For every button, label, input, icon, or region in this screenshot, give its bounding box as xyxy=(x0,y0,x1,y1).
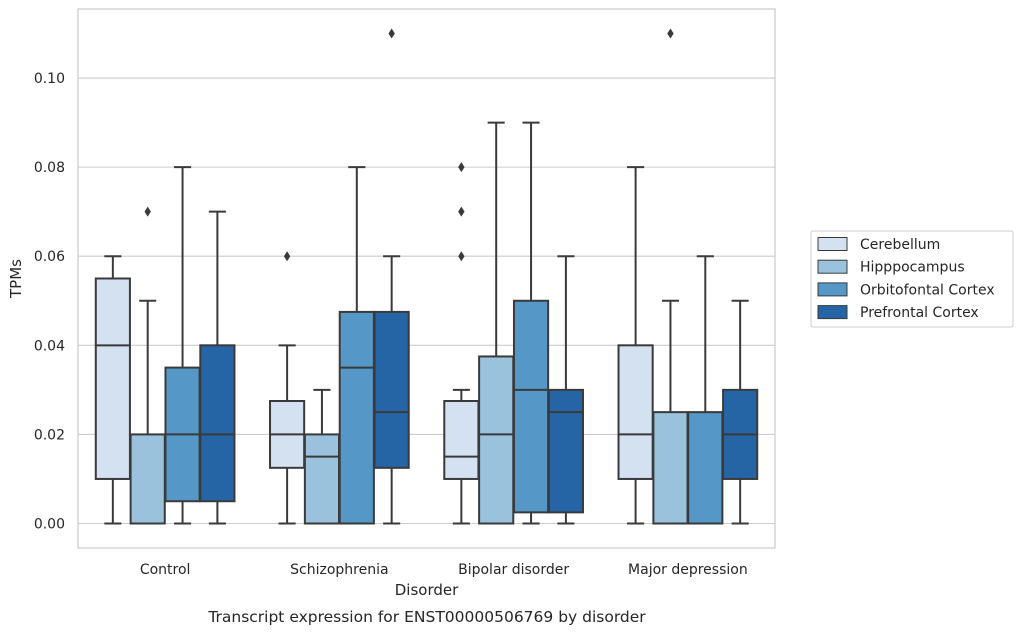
outlier-point xyxy=(458,162,465,173)
chart-caption: Transcript expression for ENST0000050676… xyxy=(207,608,646,626)
outlier-point xyxy=(283,251,291,262)
outlier-point xyxy=(388,28,395,39)
y-axis-ticks: 0.00 0.02 0.04 0.06 0.08 0.10 xyxy=(34,71,65,532)
box-group xyxy=(199,210,236,525)
legend-label: Orbitofontal Cortex xyxy=(860,282,995,298)
x-tick-label: Major depression xyxy=(628,562,748,578)
legend-label: Prefrontal Cortex xyxy=(860,305,979,321)
box-iqr xyxy=(617,344,654,480)
x-axis-ticks: Control Schizophrenia Bipolar disorder Majo… xyxy=(140,562,748,578)
box-group xyxy=(512,121,550,525)
box-iqr xyxy=(512,299,550,514)
box-group xyxy=(547,255,584,525)
legend-label: Cerebellum xyxy=(860,237,940,253)
box-group xyxy=(338,166,375,525)
box-iqr xyxy=(129,433,166,525)
y-axis-label: TPMs xyxy=(7,259,25,299)
box-group xyxy=(443,162,480,525)
x-tick-label: Schizophrenia xyxy=(290,562,388,578)
legend-swatch xyxy=(817,259,848,274)
box-group xyxy=(94,255,131,525)
boxes xyxy=(94,28,759,525)
x-tick-label: Bipolar disorder xyxy=(458,562,569,578)
box-group xyxy=(722,299,759,525)
y-tick-label: 0.00 xyxy=(34,517,65,533)
x-tick-label: Control xyxy=(140,562,191,578)
box-iqr xyxy=(547,388,584,514)
outlier-point xyxy=(667,28,674,39)
box-iqr xyxy=(94,277,131,480)
box-iqr xyxy=(652,411,689,525)
y-tick-label: 0.10 xyxy=(34,71,65,87)
outlier-point xyxy=(144,206,151,217)
box-group xyxy=(652,28,689,525)
y-tick-label: 0.08 xyxy=(34,160,65,176)
box-iqr xyxy=(199,344,236,503)
legend-label: Hipppocampus xyxy=(860,260,965,276)
box-group xyxy=(164,166,201,525)
box-group xyxy=(687,255,724,525)
box-iqr xyxy=(478,355,515,525)
box-iqr xyxy=(338,310,375,525)
box-iqr xyxy=(443,400,480,480)
box-group xyxy=(269,251,306,525)
box-iqr xyxy=(373,310,410,469)
outlier-point xyxy=(458,206,465,217)
box-group xyxy=(129,206,166,525)
box-group xyxy=(617,166,654,525)
plot-frame xyxy=(77,8,776,549)
legend-swatch xyxy=(817,237,848,251)
legend-items: Cerebellum Hipppocampus Orbitofontal Corte… xyxy=(817,237,995,321)
outlier-point xyxy=(458,251,465,262)
y-tick-label: 0.02 xyxy=(34,427,65,443)
legend: Cerebellum Hipppocampus Orbitofontal Corte… xyxy=(810,230,1014,328)
box-group xyxy=(303,388,341,525)
box-group xyxy=(478,121,515,525)
box-iqr xyxy=(303,433,341,525)
legend-frame xyxy=(810,230,1014,328)
legend-swatch xyxy=(817,282,848,297)
box-iqr xyxy=(687,411,724,525)
legend-swatch xyxy=(817,305,848,320)
box-group xyxy=(373,28,410,525)
y-tick-label: 0.06 xyxy=(34,249,65,265)
x-axis-label: Disorder xyxy=(395,581,459,599)
y-tick-label: 0.04 xyxy=(34,338,65,354)
